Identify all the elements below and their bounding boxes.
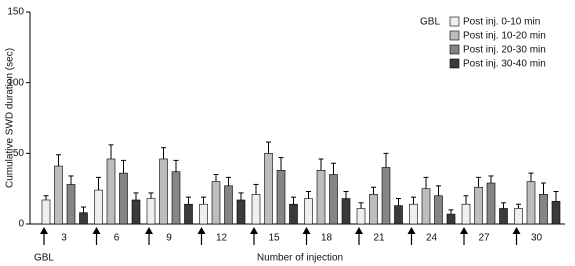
- bar: [94, 189, 103, 225]
- arrow-head: [40, 227, 48, 234]
- bar: [369, 194, 378, 225]
- bar: [199, 203, 208, 225]
- arrow-head: [512, 227, 521, 234]
- bar: [356, 208, 366, 225]
- arrow-head: [197, 227, 206, 234]
- bar: [526, 181, 536, 225]
- bar: [66, 184, 76, 225]
- x-tick-label: 30: [531, 233, 543, 244]
- x-tick-label: 12: [216, 233, 228, 244]
- x-tick-label: 3: [61, 233, 67, 244]
- arrow-head: [407, 227, 416, 234]
- bar: [171, 171, 181, 225]
- bar: [434, 195, 443, 225]
- bar: [514, 208, 523, 225]
- arrow-head: [460, 227, 468, 234]
- bar: [106, 158, 116, 225]
- bar: [551, 201, 561, 225]
- x-tick-label: 27: [478, 233, 490, 244]
- arrow-head: [92, 227, 101, 234]
- legend-swatch: [449, 58, 460, 69]
- bar: [539, 194, 548, 225]
- bar: [119, 172, 128, 225]
- bar: [394, 205, 403, 225]
- bar: [251, 194, 261, 225]
- legend-swatch: [449, 30, 460, 41]
- y-tick-label: 150: [7, 7, 24, 18]
- bar: [184, 203, 193, 225]
- arrow-label: GBL: [34, 253, 54, 264]
- legend-swatch: [449, 16, 460, 27]
- x-tick-label: 21: [373, 233, 385, 244]
- bar: [289, 203, 298, 225]
- y-tick-label: 50: [13, 148, 25, 159]
- y-axis-label: Cumulative SWD duration (sec): [5, 48, 16, 188]
- x-tick-label: 18: [321, 233, 333, 244]
- legend-label: Post inj. 30-40 min: [463, 59, 546, 70]
- bar: [341, 198, 351, 225]
- bar: [224, 185, 233, 225]
- legend-swatch: [449, 44, 460, 55]
- x-tick-label: 6: [114, 233, 120, 244]
- bar: [54, 165, 63, 225]
- bar: [159, 158, 168, 225]
- bar: [329, 174, 338, 225]
- y-tick-label: 100: [7, 77, 24, 88]
- legend-label: Post inj. 10-20 min: [463, 31, 546, 42]
- bar: [131, 199, 141, 225]
- bar: [486, 182, 496, 225]
- bar: [41, 199, 51, 225]
- legend-title: GBL: [420, 17, 440, 28]
- bar: [264, 153, 273, 225]
- bar: [421, 188, 431, 225]
- bar: [499, 208, 508, 225]
- legend-label: Post inj. 0-10 min: [463, 17, 540, 28]
- legend-label: Post inj. 20-30 min: [463, 45, 546, 56]
- bar: [304, 198, 313, 225]
- bar: [381, 167, 391, 225]
- bar: [211, 181, 221, 225]
- bar: [461, 203, 471, 225]
- bar: [276, 169, 286, 225]
- x-tick-label: 24: [426, 233, 438, 244]
- bar: [474, 186, 483, 225]
- arrow-head: [250, 227, 258, 234]
- x-axis-label: Number of injection: [257, 253, 343, 264]
- bar: [146, 198, 156, 225]
- bar: [79, 212, 88, 225]
- arrow-head: [302, 227, 311, 234]
- bar: [236, 199, 246, 225]
- x-tick-label: 9: [166, 233, 172, 244]
- bar: [446, 213, 456, 225]
- arrow-head: [145, 227, 153, 234]
- arrow-head: [355, 227, 363, 234]
- x-tick-label: 15: [268, 233, 280, 244]
- bar: [409, 203, 418, 225]
- y-tick-label: 0: [18, 219, 24, 230]
- bar: [316, 169, 326, 225]
